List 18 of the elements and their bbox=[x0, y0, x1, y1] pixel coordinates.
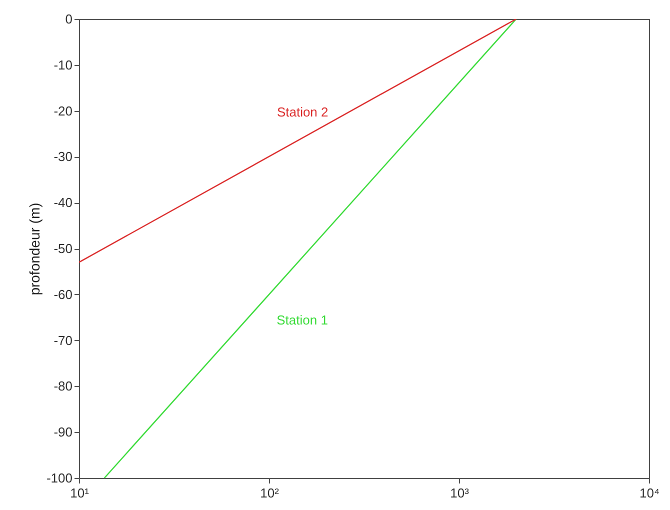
y-axis-title: profondeur (m) bbox=[26, 202, 42, 296]
y-tick-label: -10 bbox=[54, 57, 72, 72]
series-label: Station 1 bbox=[276, 312, 328, 328]
y-tick-label: -80 bbox=[54, 378, 72, 394]
x-tick-label: 10⁴ bbox=[639, 486, 660, 500]
y-tick-label: 0 bbox=[65, 12, 72, 26]
y-tick-label: -60 bbox=[54, 286, 72, 302]
y-tick-label: -70 bbox=[54, 332, 72, 348]
y-tick-label: -100 bbox=[46, 470, 72, 486]
y-tick-label: -30 bbox=[54, 149, 72, 164]
y-tick-label: -40 bbox=[54, 195, 72, 210]
series-label: Station 2 bbox=[276, 104, 328, 120]
y-tick-label: -90 bbox=[54, 424, 72, 440]
x-tick-label: 10³ bbox=[450, 486, 470, 500]
y-tick-label: -20 bbox=[54, 103, 72, 118]
y-tick-label: -50 bbox=[54, 241, 72, 256]
x-tick-label: 10² bbox=[260, 486, 280, 500]
x-tick-label: 10¹ bbox=[70, 486, 90, 500]
